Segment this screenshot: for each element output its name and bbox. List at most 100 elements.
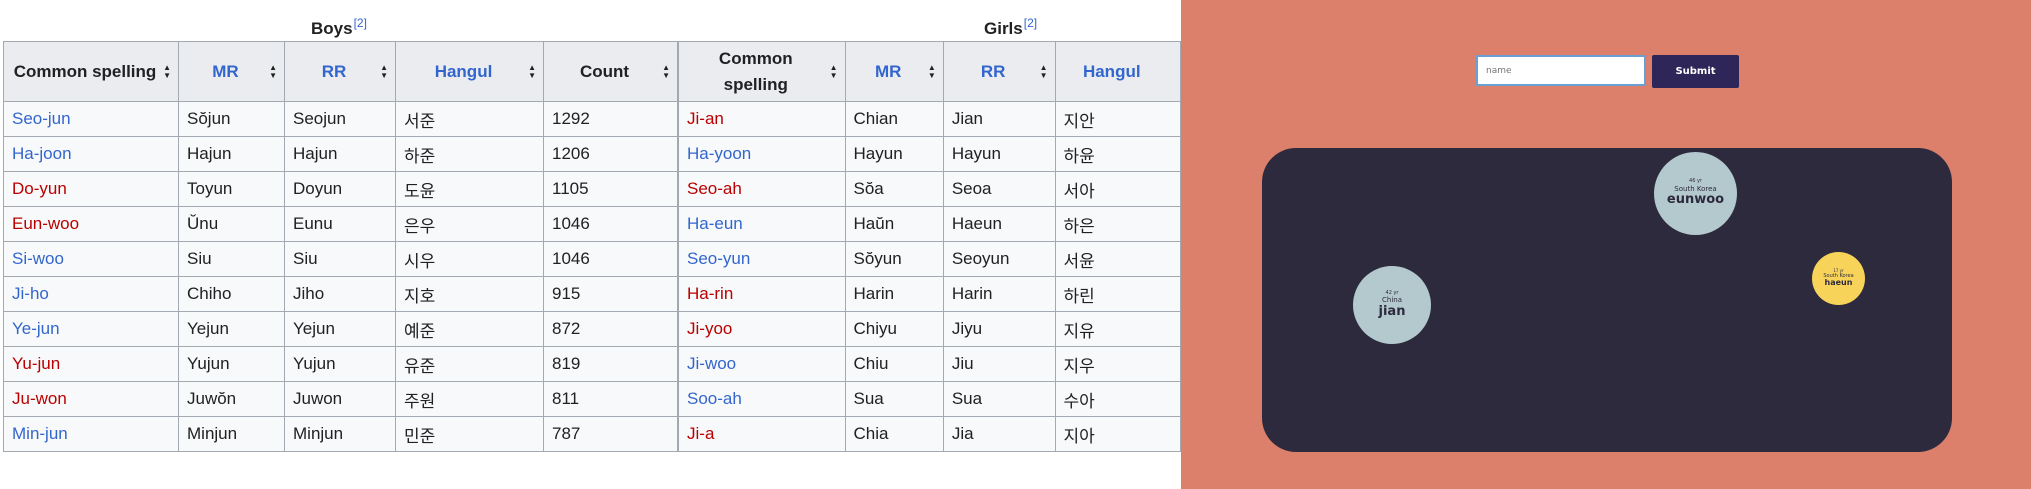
mr-cell: Hayun (844, 136, 944, 172)
count-cell: 915 (543, 276, 678, 312)
hangul-cell: 하린 (1054, 276, 1181, 312)
mr-cell: Chiyu (844, 311, 944, 347)
girls-header-mr[interactable]: MR ▲ ▼ (844, 41, 944, 102)
count-cell: 787 (543, 416, 678, 452)
boys-caption: Boys[2] (311, 16, 367, 38)
name-link[interactable]: Seo-yun (678, 241, 846, 277)
hangul-cell: 지아 (1054, 416, 1181, 452)
boys-header-common-spelling[interactable]: Common spelling ▲ ▼ (3, 41, 179, 102)
name-bubble-eunwoo[interactable]: 46 yr South Korea eunwoo (1654, 152, 1737, 235)
rr-cell: Yejun (284, 311, 396, 347)
rr-cell: Jiho (284, 276, 396, 312)
name-link[interactable]: Ha-rin (678, 276, 846, 312)
rr-cell: Seoa (942, 171, 1056, 207)
hangul-cell: 서윤 (1054, 241, 1181, 277)
name-link[interactable]: Ye-jun (3, 311, 179, 347)
rr-cell: Seojun (284, 101, 396, 137)
hangul-cell: 서준 (395, 101, 544, 137)
mr-cell: Juwŏn (178, 381, 285, 417)
girls-header-hangul[interactable]: Hangul (1054, 41, 1181, 102)
table-row: Ji-woo Chiu Jiu 지우 (678, 346, 1181, 382)
boys-reference-link[interactable]: [2] (353, 16, 367, 30)
wikipedia-panel: Boys[2] Girls[2] Common spelling ▲ ▼ MR ▲ ▼ … (3, 16, 1181, 452)
girls-reference-link[interactable]: [2] (1023, 16, 1038, 30)
table-row: Si-woo Siu Siu 시우 1046 (3, 241, 678, 277)
table-row: Ha-yoon Hayun Hayun 하윤 (678, 136, 1181, 172)
name-link[interactable]: Seo-ah (678, 171, 846, 207)
name-link[interactable]: Ha-eun (678, 206, 846, 242)
mr-cell: Hajun (178, 136, 285, 172)
table-row: Ha-rin Harin Harin 하린 (678, 276, 1181, 312)
name-link[interactable]: Yu-jun (3, 346, 179, 382)
name-link[interactable]: Ju-won (3, 381, 179, 417)
girls-header-common-spelling[interactable]: Common spelling ▲ ▼ (678, 41, 846, 102)
rr-cell: Yujun (284, 346, 396, 382)
bubble-name: eunwoo (1666, 192, 1725, 208)
table-row: Ji-yoo Chiyu Jiyu 지유 (678, 311, 1181, 347)
hangul-cell: 하은 (1054, 206, 1181, 242)
boys-header-rr[interactable]: RR ▲ ▼ (284, 41, 396, 102)
boys-header-count[interactable]: Count ▲ ▼ (543, 41, 678, 102)
table-row: Ji-a Chia Jia 지아 (678, 416, 1181, 452)
hangul-cell: 시우 (395, 241, 544, 277)
name-link[interactable]: Si-woo (3, 241, 179, 277)
girls-names-table: Common spelling ▲ ▼ MR ▲ ▼ RR ▲ ▼ Hangul Ji-an… (678, 41, 1181, 452)
name-bubble-app: Submit 46 yr South Korea eunwoo 42 yr Ch… (1181, 0, 2031, 489)
sort-icon[interactable]: ▲ ▼ (380, 62, 388, 80)
sort-icon[interactable]: ▲ ▼ (927, 62, 936, 80)
hangul-cell: 지호 (395, 276, 544, 312)
table-row: Ha-eun Haŭn Haeun 하은 (678, 206, 1181, 242)
table-row: Ji-an Chian Jian 지안 (678, 101, 1181, 137)
hangul-cell: 예준 (395, 311, 544, 347)
bubble-name: jian (1378, 303, 1406, 319)
bubble-age: 17 yr (1833, 267, 1844, 273)
table-row: Min-jun Minjun Minjun 민준 787 (3, 416, 678, 452)
table-row: Seo-ah Sŏa Seoa 서아 (678, 171, 1181, 207)
girls-header-rr[interactable]: RR ▲ ▼ (942, 41, 1056, 102)
submit-button[interactable]: Submit (1652, 55, 1739, 88)
mr-cell: Haŭn (844, 206, 944, 242)
name-link[interactable]: Ji-yoo (678, 311, 846, 347)
table-row: Seo-jun Sŏjun Seojun 서준 1292 (3, 101, 678, 137)
rr-cell: Hayun (942, 136, 1056, 172)
sort-icon[interactable]: ▲ ▼ (1039, 62, 1048, 80)
name-input[interactable] (1476, 55, 1646, 86)
name-link[interactable]: Soo-ah (678, 381, 846, 417)
sort-icon[interactable]: ▲ ▼ (269, 62, 277, 80)
name-link[interactable]: Ji-woo (678, 346, 846, 382)
name-link[interactable]: Seo-jun (3, 101, 179, 137)
name-link[interactable]: Ji-an (678, 101, 846, 137)
table-row: Ye-jun Yejun Yejun 예준 872 (3, 311, 678, 347)
name-link[interactable]: Ha-yoon (678, 136, 846, 172)
name-link[interactable]: Min-jun (3, 416, 179, 452)
boys-names-table: Common spelling ▲ ▼ MR ▲ ▼ RR ▲ ▼ Hangul ▲ ▼ Cou… (3, 41, 678, 452)
sort-icon[interactable]: ▲ ▼ (829, 62, 838, 80)
sort-icon[interactable]: ▲ ▼ (528, 62, 536, 80)
name-link[interactable]: Ha-joon (3, 136, 179, 172)
table-row: Ji-ho Chiho Jiho 지호 915 (3, 276, 678, 312)
boys-header-hangul[interactable]: Hangul ▲ ▼ (395, 41, 544, 102)
name-link[interactable]: Ji-a (678, 416, 846, 452)
bubble-name: haeun (1824, 278, 1853, 288)
table-row: Eun-woo Ŭnu Eunu 은우 1046 (3, 206, 678, 242)
sort-icon[interactable]: ▲ ▼ (662, 62, 670, 80)
sort-icon[interactable]: ▲ ▼ (163, 62, 171, 80)
name-link[interactable]: Ji-ho (3, 276, 179, 312)
name-link[interactable]: Do-yun (3, 171, 179, 207)
mr-cell: Yejun (178, 311, 285, 347)
bubble-stage: 46 yr South Korea eunwoo 42 yr China jia… (1262, 148, 1952, 452)
girls-caption: Girls[2] (984, 16, 1038, 38)
table-row: Ju-won Juwŏn Juwon 주원 811 (3, 381, 678, 417)
hangul-cell: 은우 (395, 206, 544, 242)
rr-cell: Jia (942, 416, 1056, 452)
bubble-country: South Korea (1674, 184, 1717, 193)
count-cell: 1292 (543, 101, 678, 137)
name-link[interactable]: Eun-woo (3, 206, 179, 242)
name-bubble-jian[interactable]: 42 yr China jian (1353, 266, 1431, 344)
mr-cell: Chiho (178, 276, 285, 312)
rr-cell: Jiu (942, 346, 1056, 382)
mr-cell: Sŏa (844, 171, 944, 207)
name-bubble-haeun[interactable]: 17 yr South Korea haeun (1812, 252, 1865, 305)
boys-header-mr[interactable]: MR ▲ ▼ (178, 41, 285, 102)
mr-cell: Sua (844, 381, 944, 417)
